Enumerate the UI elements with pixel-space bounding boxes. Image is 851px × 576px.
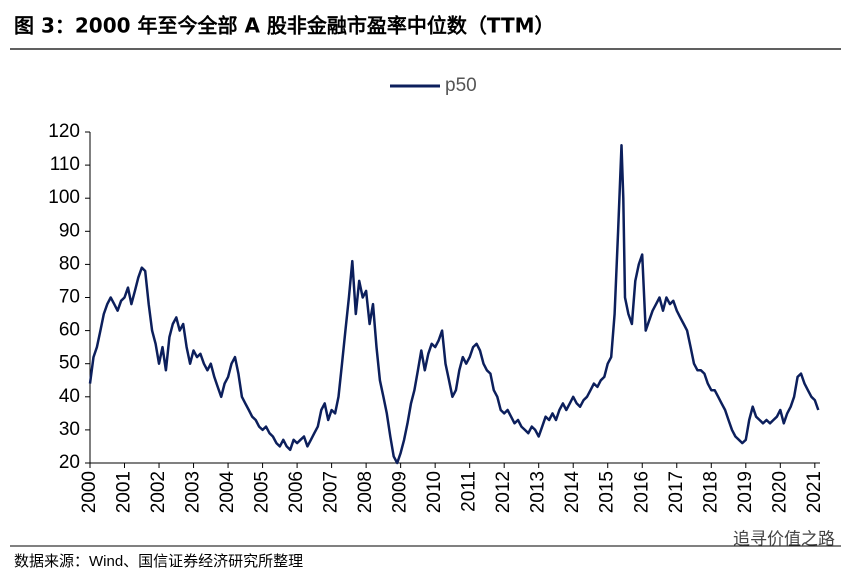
y-tick-label: 70 bbox=[59, 287, 80, 308]
x-tick-label: 2019 bbox=[735, 471, 756, 513]
x-tick-label: 2018 bbox=[700, 471, 721, 513]
x-tick-label: 2003 bbox=[183, 471, 204, 513]
x-tick-label: 2000 bbox=[79, 471, 100, 513]
y-tick-label: 110 bbox=[50, 154, 80, 175]
x-tick-label: 2021 bbox=[804, 471, 825, 513]
x-tick-label: 2014 bbox=[562, 471, 583, 514]
x-tick-label: 2010 bbox=[424, 471, 445, 513]
x-tick-label: 2005 bbox=[252, 471, 273, 513]
y-tick-label: 100 bbox=[48, 187, 80, 208]
y-tick-label: 20 bbox=[59, 452, 80, 473]
x-tick-label: 2020 bbox=[769, 471, 790, 513]
x-tick-label: 2011 bbox=[459, 471, 480, 512]
y-tick-label: 90 bbox=[59, 220, 80, 241]
series-line bbox=[88, 143, 820, 465]
x-tick-label: 2004 bbox=[217, 471, 238, 514]
watermark: 追寻价值之路 bbox=[733, 529, 835, 548]
x-tick-label: 2007 bbox=[321, 471, 342, 513]
x-tick-label: 2001 bbox=[114, 471, 135, 513]
x-tick-label: 2012 bbox=[493, 471, 514, 513]
y-tick-label: 120 bbox=[48, 121, 80, 142]
chart-title: 图 3：2000 年至今全部 A 股非金融市盈率中位数（TTM） bbox=[14, 14, 555, 38]
x-tick-label: 2009 bbox=[390, 471, 411, 513]
y-tick-label: 30 bbox=[59, 419, 80, 440]
y-tick-label: 50 bbox=[59, 353, 80, 374]
x-tick-label: 2002 bbox=[148, 471, 169, 513]
source-note: 数据来源：Wind、国信证券经济研究所整理 bbox=[14, 553, 303, 570]
x-tick-label: 2015 bbox=[597, 471, 618, 513]
x-tick-label: 2008 bbox=[355, 471, 376, 513]
y-tick-label: 40 bbox=[59, 386, 80, 407]
y-tick-label: 80 bbox=[59, 253, 80, 274]
x-tick-label: 2017 bbox=[666, 471, 687, 513]
x-tick-label: 2013 bbox=[528, 471, 549, 513]
legend-label: p50 bbox=[445, 75, 477, 96]
x-tick-label: 2006 bbox=[286, 471, 307, 513]
y-tick-label: 60 bbox=[59, 320, 80, 341]
x-tick-label: 2016 bbox=[631, 471, 652, 513]
